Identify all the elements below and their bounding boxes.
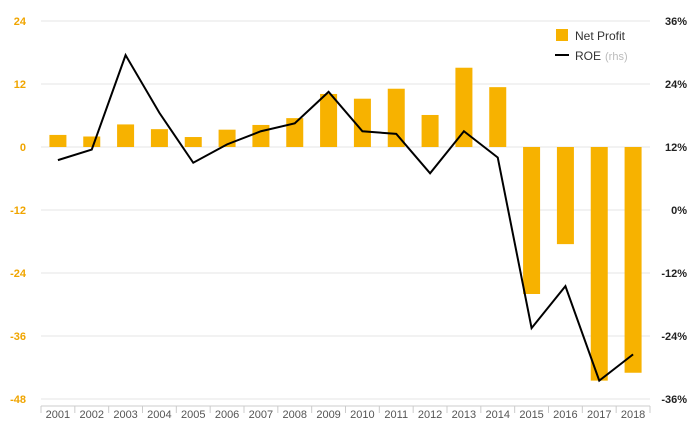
x-tick-label: 2010 — [350, 409, 374, 421]
bar-net-profit — [556, 147, 574, 245]
bar-net-profit — [320, 93, 338, 147]
x-tick-label: 2009 — [316, 409, 340, 421]
left-tick-label: -12 — [10, 205, 26, 217]
x-tick-label: 2014 — [486, 409, 510, 421]
x-tick-label: 2018 — [621, 409, 645, 421]
right-tick-label: -24% — [661, 331, 687, 343]
legend: Net Profit ROE (rhs) — [555, 29, 628, 63]
roe-line — [57, 52, 634, 383]
x-tick-label: 2007 — [249, 409, 273, 421]
bar-net-profit — [353, 98, 371, 147]
legend-label-roe-note: (rhs) — [605, 51, 628, 63]
bar-net-profit — [117, 124, 135, 147]
x-tick-label: 2017 — [587, 409, 611, 421]
right-tick-label: 36% — [665, 16, 687, 28]
line-roe — [57, 52, 634, 383]
bar-net-profit — [624, 147, 642, 373]
left-tick-label: 0 — [20, 142, 26, 154]
net-profit-bars — [49, 67, 642, 381]
x-tick-label: 2011 — [384, 409, 408, 421]
x-axis: 2001 2002 2003 2004 2005 2006 2007 2008 2009 2010… — [40, 405, 651, 421]
right-tick-label: -12% — [661, 268, 687, 280]
bar-net-profit — [489, 87, 507, 147]
right-tick-label: 12% — [665, 142, 687, 154]
legend-label-roe-group: ROE (rhs) — [575, 49, 628, 63]
bar-net-profit — [590, 147, 608, 381]
bar-net-profit — [421, 114, 439, 147]
x-tick-label: 2016 — [553, 409, 577, 421]
bar-net-profit — [455, 67, 473, 147]
bar-net-profit — [150, 129, 168, 147]
left-tick-label: -48 — [10, 394, 26, 406]
right-tick-label: 0% — [671, 205, 687, 217]
bar-net-profit — [83, 136, 101, 147]
x-tick-label: 2008 — [283, 409, 307, 421]
bar-net-profit — [387, 88, 405, 147]
legend-swatch-net-profit — [556, 29, 568, 41]
right-tick-label: -36% — [661, 394, 687, 406]
x-tick-label: 2006 — [215, 409, 239, 421]
left-tick-label: 12 — [14, 79, 26, 91]
x-tick-label: 2003 — [113, 409, 137, 421]
x-tick-label: 2012 — [418, 409, 442, 421]
bar-net-profit — [523, 147, 541, 294]
legend-label-roe: ROE — [575, 49, 601, 63]
right-tick-label: 24% — [665, 79, 687, 91]
x-tick-label: 2004 — [147, 409, 171, 421]
x-tick-label: 2015 — [519, 409, 543, 421]
x-tick-label: 2013 — [452, 409, 476, 421]
legend-label-net-profit: Net Profit — [575, 29, 626, 43]
bar-net-profit — [252, 124, 270, 147]
x-tick-label: 2002 — [80, 409, 104, 421]
left-tick-label: 24 — [14, 16, 27, 28]
bar-net-profit — [49, 134, 67, 147]
left-tick-label: -36 — [10, 331, 26, 343]
x-tick-label: 2001 — [46, 409, 70, 421]
left-axis: 24 12 0 -12 -24 -36 -48 — [10, 16, 27, 406]
x-tick-label: 2005 — [181, 409, 205, 421]
left-tick-label: -24 — [10, 268, 27, 280]
right-axis: 36% 24% 12% 0% -12% -24% -36% — [661, 16, 687, 406]
bar-net-profit — [184, 137, 202, 147]
